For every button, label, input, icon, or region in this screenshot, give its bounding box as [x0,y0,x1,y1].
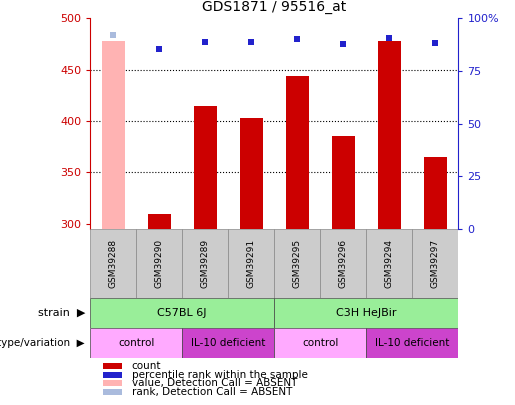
Bar [274,229,320,298]
Bar [90,229,136,298]
Text: GSM39295: GSM39295 [293,239,302,288]
Bar [182,229,228,298]
Text: value, Detection Call = ABSENT: value, Detection Call = ABSENT [132,378,297,388]
Bar [103,363,122,369]
Bar [366,229,413,298]
Point [155,46,163,52]
Bar [366,328,458,358]
Bar [103,372,122,377]
Bar [148,214,170,229]
Title: GDS1871 / 95516_at: GDS1871 / 95516_at [202,0,347,15]
Bar [101,41,125,229]
Bar [320,229,366,298]
Text: GSM39296: GSM39296 [339,239,348,288]
Bar [103,380,122,386]
Text: GSM39294: GSM39294 [385,239,394,288]
Bar [194,106,217,229]
Text: GSM39297: GSM39297 [431,239,440,288]
Bar [239,118,263,229]
Point [293,36,301,42]
Point [385,34,393,41]
Bar [90,328,182,358]
Point [247,38,255,45]
Text: genotype/variation  ▶: genotype/variation ▶ [0,338,85,348]
Point [339,40,348,47]
Text: C57BL 6J: C57BL 6J [158,308,207,318]
Point [201,38,209,45]
Bar [103,389,122,394]
Bar [332,136,355,229]
Text: GSM39288: GSM39288 [109,239,117,288]
Text: IL-10 deficient: IL-10 deficient [191,338,265,348]
Bar [274,298,458,328]
Text: count: count [132,361,161,371]
Text: GSM39291: GSM39291 [247,239,256,288]
Text: C3H HeJBir: C3H HeJBir [336,308,397,318]
Point [109,32,117,38]
Text: percentile rank within the sample: percentile rank within the sample [132,370,308,379]
Text: GSM39290: GSM39290 [154,239,164,288]
Bar [228,229,274,298]
Text: rank, Detection Call = ABSENT: rank, Detection Call = ABSENT [132,387,292,396]
Text: strain  ▶: strain ▶ [38,308,85,318]
Bar [378,41,401,229]
Text: IL-10 deficient: IL-10 deficient [375,338,450,348]
Bar [90,298,274,328]
Bar [424,157,447,229]
Text: control: control [118,338,154,348]
Text: GSM39289: GSM39289 [201,239,210,288]
Bar [413,229,458,298]
Point [431,40,439,46]
Bar [286,76,309,229]
Bar [274,328,366,358]
Bar [136,229,182,298]
Text: control: control [302,338,338,348]
Bar [182,328,274,358]
